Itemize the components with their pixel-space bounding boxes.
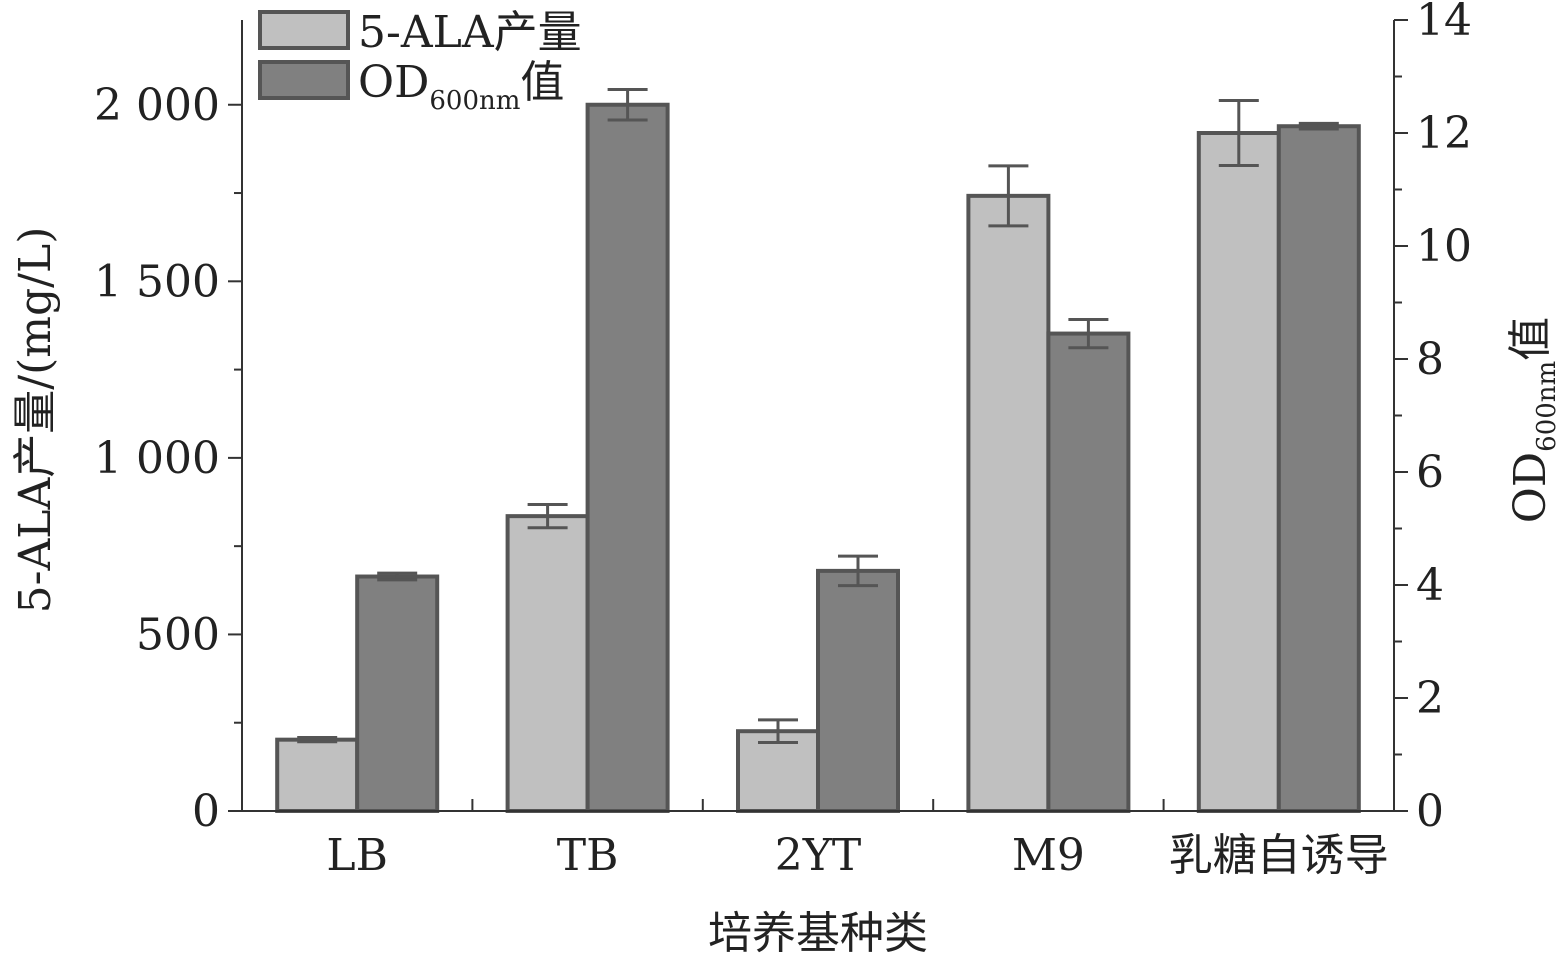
- y2-title-main: OD: [1505, 452, 1556, 523]
- legend: 5-ALA产量 OD600nm值: [258, 7, 582, 116]
- error-bar-od-3: [1068, 317, 1109, 350]
- x-tick-label-4: 乳糖自诱导: [1169, 830, 1389, 881]
- legend-od-suffix: 值: [520, 57, 564, 108]
- error-bar-od-1: [607, 87, 648, 122]
- y2-tick-label-4: 8: [1416, 334, 1444, 385]
- y2-title-sub: 600nm: [1532, 361, 1562, 452]
- y2-title-suffix: 值: [1505, 317, 1556, 361]
- y-tick-label-2: 1 000: [94, 433, 220, 484]
- y2-tick-label-0: 0: [1416, 786, 1444, 837]
- error-bar-od-4: [1298, 121, 1339, 131]
- error-bar-ala-2: [758, 718, 798, 744]
- error-bar-ala-1: [527, 502, 568, 530]
- x-axis-title: 培养基种类: [708, 908, 928, 959]
- y2-tick-label-7: 14: [1416, 0, 1472, 46]
- y2-tick-label-1: 2: [1416, 673, 1444, 724]
- legend-swatch-od: [258, 60, 350, 100]
- error-bar-ala-4: [1218, 99, 1259, 167]
- bar-od-2: [816, 568, 900, 813]
- y-tick-label-0: 0: [192, 786, 220, 837]
- y-axis-title: 5-ALA产量/(mg/L): [10, 227, 61, 614]
- legend-label-od: OD600nm值: [358, 57, 564, 116]
- bar-od-0: [355, 574, 440, 814]
- legend-swatch-ala: [258, 10, 350, 50]
- y2-tick-label-5: 10: [1416, 221, 1472, 272]
- y-tick-label-4: 2 000: [94, 80, 220, 131]
- error-bar-od-2: [838, 554, 878, 588]
- y2-axis-title: OD600nm值: [1505, 317, 1562, 523]
- legend-label-ala: 5-ALA产量: [358, 7, 582, 58]
- error-bar-ala-0: [297, 736, 338, 744]
- y-tick-label-1: 500: [136, 609, 220, 660]
- x-tick-label-0: LB: [326, 830, 388, 881]
- bar-od-3: [1046, 331, 1131, 813]
- bar-ala-3: [966, 193, 1051, 813]
- ticks-layer: LB TB 2YT M9 乳糖自诱导 0 500 1 000 1 500 2 000 0 2 4 6 8 10…: [94, 0, 1472, 881]
- y2-tick-label-6: 12: [1416, 108, 1472, 159]
- error-bars-layer: [297, 87, 1339, 744]
- bar-ala-1: [505, 514, 590, 813]
- legend-od-sub: 600nm: [429, 86, 520, 116]
- legend-od-main: OD: [358, 57, 429, 108]
- bar-od-4: [1276, 124, 1361, 814]
- bar-ala-0: [275, 737, 360, 814]
- x-tick-label-2: 2YT: [775, 830, 861, 881]
- bar-ala-4: [1196, 131, 1281, 813]
- x-tick-label-1: TB: [557, 830, 619, 881]
- y2-tick-label-2: 4: [1416, 560, 1444, 611]
- y2-tick-label-3: 6: [1416, 447, 1444, 498]
- error-bar-ala-3: [988, 164, 1029, 228]
- error-bar-od-0: [377, 571, 418, 582]
- y-tick-label-3: 1 500: [94, 256, 220, 307]
- bar-od-1: [585, 102, 670, 813]
- x-tick-label-3: M9: [1012, 830, 1085, 881]
- bars-layer: [275, 102, 1361, 814]
